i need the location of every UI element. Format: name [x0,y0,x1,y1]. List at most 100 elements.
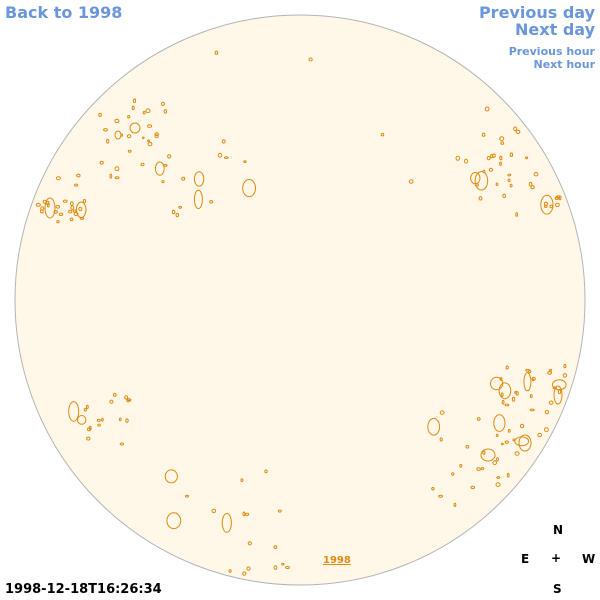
contour-speck [69,217,74,222]
contour-loop [518,434,532,452]
contour-speck [240,478,244,483]
contour-speck [96,418,101,422]
contour-speck [431,487,435,491]
contour-speck [114,176,120,180]
contour-speck [164,469,178,484]
contour-speck [380,132,385,137]
back-to-year-link[interactable]: Back to 1998 [5,3,123,22]
contour-loop [129,122,141,134]
contour-speck [427,418,441,436]
contour-speck [523,372,532,392]
contour-speck [496,476,501,479]
magnetic-contours [35,50,568,576]
contour-speck [500,392,504,398]
contour-speck [118,417,122,422]
contour-speck [242,179,257,198]
contour-speck [247,541,252,546]
contour-speck [264,469,268,474]
contour-speck [451,472,455,476]
contour-speck [76,173,81,178]
contour-speck [147,139,151,142]
contour-speck [459,463,463,468]
contour-speck [55,176,61,181]
contour-speck [124,395,129,400]
contour-speck [193,189,203,210]
contour-speck [109,173,113,179]
contour-speck [142,136,145,140]
contour-speck [525,368,530,372]
contour-speck [476,467,481,471]
contour-speck [499,161,502,166]
contour-speck [109,399,114,404]
contour-speck [563,363,567,369]
contour-speck [154,132,159,137]
contour-speck [515,129,521,134]
contour-speck [125,418,129,423]
contour-speck [56,220,60,224]
contour-speck [500,442,504,446]
contour-speck [99,160,104,165]
contour-speck [500,141,505,145]
contour-speck [502,193,507,199]
contour-speck [73,211,79,217]
previous-hour-link[interactable]: Previous hour [508,45,595,58]
contour-speck [492,460,498,466]
contour-speck [488,167,494,172]
contour-speck [154,161,165,176]
contour-speck [453,502,457,507]
contour-speck [464,158,468,164]
next-day-link[interactable]: Next day [515,20,595,39]
contour-speck [515,212,519,217]
compass-south: S [553,582,562,596]
contour-speck [126,134,132,139]
contour-speck [245,512,250,517]
solar-disk [14,14,586,586]
contour-speck [558,195,562,201]
contour-speck [39,209,44,214]
contour-speck [281,562,285,566]
contour-speck [476,417,481,421]
contour-speck [470,172,481,185]
year-link[interactable]: 1998 [323,555,351,566]
contour-speck [145,108,151,113]
contour-speck [509,152,514,157]
contour-speck [507,173,512,177]
contour-speck [509,183,513,188]
contour-speck [273,545,278,549]
previous-day-link[interactable]: Previous day [478,3,595,22]
contour-speck [495,482,501,487]
contour-speck [132,98,137,103]
contour-speck [82,199,87,204]
compass-north: N [553,523,564,537]
contour-speck [495,433,499,437]
contour-speck [119,442,125,446]
contour-speck [512,438,516,442]
contour-speck [127,398,132,402]
contour-speck [544,204,548,208]
contour-speck [161,180,165,184]
contour-speck [505,365,509,370]
contour-speck [74,183,79,187]
contour-speck [549,368,553,372]
contour-speck [35,202,41,207]
contour-speck [537,432,543,438]
contour-speck [58,212,64,217]
contour-speck [161,101,165,107]
contour-speck [499,155,503,161]
contour-speck [221,139,226,144]
contour-speck [562,373,568,378]
contour-speck [531,376,536,381]
contour-speck [209,200,214,204]
contour-speck [308,57,313,62]
contour-speck [495,182,499,186]
contour-speck [62,199,68,203]
contour-speck [214,50,219,55]
contour-speck [53,210,58,214]
contour-speck [162,164,168,167]
contour-speck [97,423,101,427]
next-hour-link[interactable]: Next hour [533,58,596,71]
contour-speck [193,171,205,187]
contour-speck [69,201,74,206]
contour-speck [103,128,108,132]
